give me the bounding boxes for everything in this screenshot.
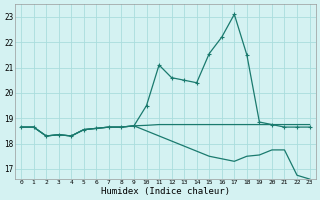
X-axis label: Humidex (Indice chaleur): Humidex (Indice chaleur) [101, 187, 230, 196]
